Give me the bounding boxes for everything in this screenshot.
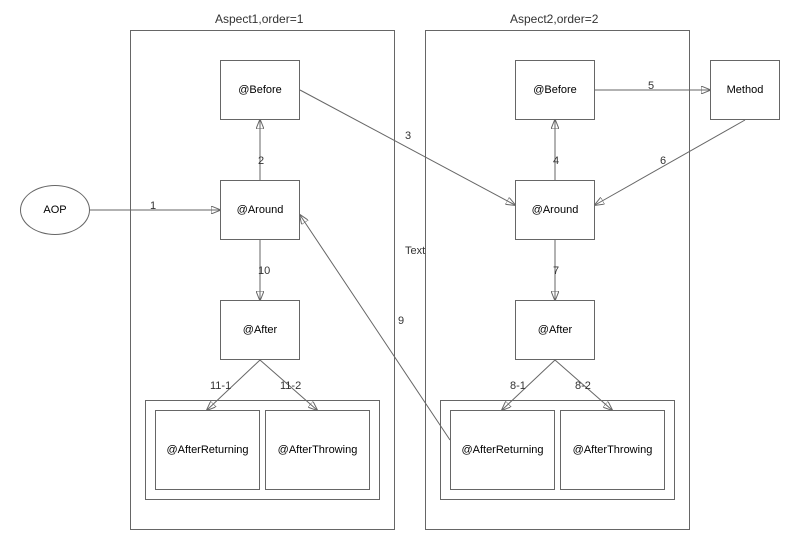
edge-label-e8-1: 8-1 bbox=[510, 380, 526, 392]
aspect2-after: @After bbox=[515, 300, 595, 360]
aspect1-before: @Before bbox=[220, 60, 300, 120]
aspect1-after-throwing: @AfterThrowing bbox=[265, 410, 370, 490]
edge-label-e10: 10 bbox=[258, 265, 270, 277]
aspect2-before: @Before bbox=[515, 60, 595, 120]
aspect1-title: Aspect1,order=1 bbox=[215, 12, 303, 26]
edge-label-e3: 3 bbox=[405, 130, 411, 142]
edge-label-e11-1: 11-1 bbox=[210, 380, 231, 392]
aspect1-after-returning: @AfterReturning bbox=[155, 410, 260, 490]
edge-label-e6: 6 bbox=[660, 155, 666, 167]
aspect2-after-returning: @AfterReturning bbox=[450, 410, 555, 490]
aop-node: AOP bbox=[20, 185, 90, 235]
edge-label-e9: 9 bbox=[398, 315, 404, 327]
aspect1-after: @After bbox=[220, 300, 300, 360]
aspect1-around: @Around bbox=[220, 180, 300, 240]
edge-label-e2: 2 bbox=[258, 155, 264, 167]
edge-label-e11-2: 11-2 bbox=[280, 380, 301, 392]
edge-label-e4: 4 bbox=[553, 155, 559, 167]
edge-label-e7: 7 bbox=[553, 265, 559, 277]
edge-label-e1: 1 bbox=[150, 200, 156, 212]
edge-label-e8-2: 8-2 bbox=[575, 380, 591, 392]
edge-label-e5: 5 bbox=[648, 80, 654, 92]
method-node: Method bbox=[710, 60, 780, 120]
aspect2-after-throwing: @AfterThrowing bbox=[560, 410, 665, 490]
aspect2-title: Aspect2,order=2 bbox=[510, 12, 598, 26]
aspect2-around: @Around bbox=[515, 180, 595, 240]
text-label: Text bbox=[405, 245, 425, 257]
